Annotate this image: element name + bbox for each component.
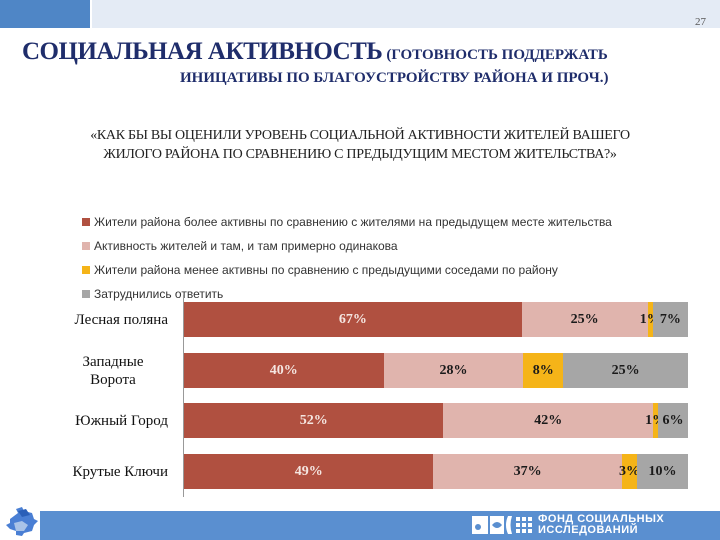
legend-swatch-icon [82, 218, 90, 226]
bar-segment: 28% [383, 353, 524, 388]
legend-label: Затруднились ответить [94, 287, 224, 301]
y-axis-line [183, 295, 184, 497]
stacked-bar-chart: Лесная поляна 67% 25% 1% 7% Западные Ворота 40… [0, 295, 720, 500]
legend-label: Жители района более активны по сравнению… [94, 215, 612, 229]
bar-segment: 3% [619, 454, 640, 489]
fond-name-line1: ФОНД СОЦИАЛЬНЫХ [538, 513, 665, 525]
bar-row: 52% 42% 1% 6% [184, 403, 688, 438]
chart-legend: Жители района более активны по сравнению… [82, 210, 612, 306]
legend-item: Затруднились ответить [82, 282, 612, 306]
footer-band [40, 511, 720, 540]
bar-segment: 25% [521, 302, 648, 337]
bar-row: 49% 37% 3% 10% [184, 454, 688, 489]
legend-label: Жители района менее активны по сравнению… [94, 263, 558, 277]
bar-row: 40% 28% 8% 25% [184, 353, 688, 388]
bar-segment: 40% [184, 353, 384, 388]
survey-question: «КАК БЫ ВЫ ОЦЕНИЛИ УРОВЕНЬ СОЦИАЛЬНОЙ АК… [40, 126, 680, 164]
category-label: Крутые Ключи [72, 463, 168, 480]
bar-segment: 49% [184, 454, 434, 489]
title-subtitle: (ГОТОВНОСТЬ ПОДДЕРЖАТЬ [386, 47, 608, 63]
bar-row: 67% 25% 1% 7% [184, 302, 688, 337]
legend-item: Жители района более активны по сравнению… [82, 210, 612, 234]
fond-name-line2: ИССЛЕДОВАНИЙ [538, 524, 639, 536]
header-band [92, 0, 720, 28]
title-subtitle-line2: ИНИЦАТИВЫ ПО БЛАГОУСТРОЙСТВУ РАЙОНА И ПР… [180, 70, 609, 86]
legend-label: Активность жителей и там, и там примерно… [94, 239, 398, 253]
bar-segment: 6% [658, 403, 688, 438]
category-label: Южный Город [75, 412, 168, 429]
page-title: СОЦИАЛЬНАЯ АКТИВНОСТЬ (ГОТОВНОСТЬ ПОДДЕР… [22, 38, 608, 66]
fond-mark-icon [472, 514, 532, 536]
bar-segment: 10% [637, 454, 688, 489]
legend-item: Активность жителей и там, и там примерно… [82, 234, 612, 258]
bar-segment: 42% [443, 403, 654, 438]
bar-segment: 52% [184, 403, 444, 438]
question-line-2: ЖИЛОГО РАЙОНА ПО СРАВНЕНИЮ С ПРЕДЫДУЩИМ … [103, 147, 617, 162]
category-label: Лесная поляна [74, 311, 169, 328]
question-line-1: «КАК БЫ ВЫ ОЦЕНИЛИ УРОВЕНЬ СОЦИАЛЬНОЙ АК… [90, 128, 630, 143]
bar-segment: 37% [433, 454, 622, 489]
title-main: СОЦИАЛЬНАЯ АКТИВНОСТЬ [22, 38, 383, 65]
legend-item: Жители района менее активны по сравнению… [82, 258, 612, 282]
bar-segment: 8% [523, 353, 564, 388]
legend-swatch-icon [82, 242, 90, 250]
puzzle-icon [6, 507, 38, 536]
legend-swatch-icon [82, 266, 90, 274]
bar-segment: 7% [652, 302, 688, 337]
fond-logo: ФОНД СОЦИАЛЬНЫХ ИССЛЕДОВАНИЙ [472, 514, 664, 536]
fond-name: ФОНД СОЦИАЛЬНЫХ ИССЛЕДОВАНИЙ [538, 514, 664, 536]
bar-segment: 67% [184, 302, 522, 337]
legend-swatch-icon [82, 290, 90, 298]
page-number: 27 [695, 16, 706, 28]
category-label: Западные Ворота [82, 353, 144, 388]
bar-segment: 25% [563, 353, 688, 388]
header-band-accent [0, 0, 90, 28]
